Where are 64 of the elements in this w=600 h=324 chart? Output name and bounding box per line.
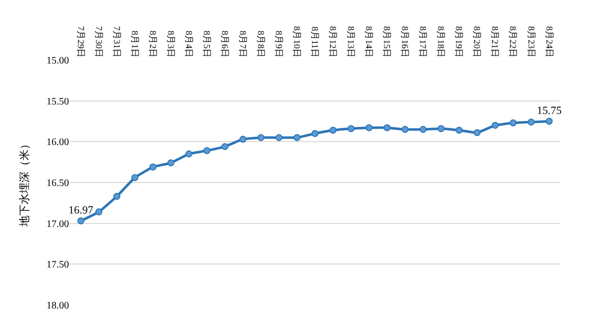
x-tick-label: 8月2日 — [148, 30, 158, 58]
point — [546, 118, 553, 125]
point — [167, 159, 174, 166]
y-tick-label: 17.00 — [46, 218, 69, 230]
x-tick-label: 8月13日 — [346, 26, 356, 58]
point — [402, 126, 409, 133]
x-tick-label: 8月11日 — [310, 26, 320, 58]
x-tick-label: 8月1日 — [130, 30, 140, 58]
x-tick-label: 8月22日 — [508, 26, 518, 58]
x-tick-label: 8月6日 — [220, 30, 230, 58]
point — [293, 134, 300, 142]
point — [95, 208, 102, 216]
point — [366, 124, 373, 132]
x-tick-label: 7月29日 — [76, 26, 86, 58]
point — [221, 143, 228, 150]
point — [131, 174, 138, 182]
point — [420, 126, 427, 133]
point — [438, 125, 445, 132]
point — [510, 119, 517, 126]
x-tick-label: 8月15日 — [382, 26, 392, 58]
point — [312, 130, 318, 137]
x-tick-label: 7月31日 — [112, 26, 122, 58]
point — [149, 163, 156, 170]
point — [203, 147, 210, 154]
point — [113, 192, 120, 200]
data-label: 16.97 — [68, 204, 94, 216]
x-tick-label: 8月21日 — [490, 26, 500, 58]
x-tick-label: 8月10日 — [292, 26, 302, 58]
y-tick-label: 18.00 — [46, 300, 69, 312]
x-tick-label: 8月5日 — [202, 30, 212, 58]
y-tick-label: 15.50 — [46, 96, 69, 108]
point — [492, 122, 499, 129]
x-tick-label: 8月9日 — [274, 30, 284, 58]
point — [528, 118, 535, 126]
x-tick-label: 8月23日 — [526, 26, 536, 58]
x-tick-label: 8月19日 — [454, 26, 464, 58]
x-tick-label: 8月16日 — [400, 26, 410, 58]
point — [257, 134, 264, 142]
x-tick-label: 8月18日 — [436, 26, 446, 58]
x-tick-label: 8月14日 — [364, 26, 374, 58]
point — [275, 134, 282, 142]
x-tick-label: 8月17日 — [418, 26, 428, 58]
x-tick-label: 8月7日 — [238, 30, 248, 58]
point — [185, 150, 192, 158]
x-tick-label: 8月4日 — [184, 30, 194, 58]
x-tick-label: 7月30日 — [94, 26, 104, 58]
point — [239, 136, 246, 143]
point — [330, 126, 337, 134]
y-tick-label: 17.50 — [46, 260, 69, 271]
point — [384, 124, 391, 132]
x-tick-label: 8月8日 — [256, 30, 266, 58]
x-tick-label: 8月12日 — [328, 26, 338, 58]
y-tick-label: 16.50 — [46, 178, 69, 189]
data-label: 15.75 — [536, 104, 562, 117]
point — [77, 217, 84, 224]
x-tick-label: 8月24日 — [544, 26, 554, 58]
y-tick-label: 15.00 — [46, 56, 69, 66]
y-axis-title: 地下水埋深（米） — [18, 138, 32, 228]
x-tick-label: 8月20日 — [472, 26, 482, 58]
point — [348, 125, 355, 132]
x-tick-label: 8月3日 — [166, 30, 176, 58]
point — [456, 126, 463, 134]
point — [474, 129, 481, 136]
y-tick-label: 16.00 — [46, 137, 69, 148]
